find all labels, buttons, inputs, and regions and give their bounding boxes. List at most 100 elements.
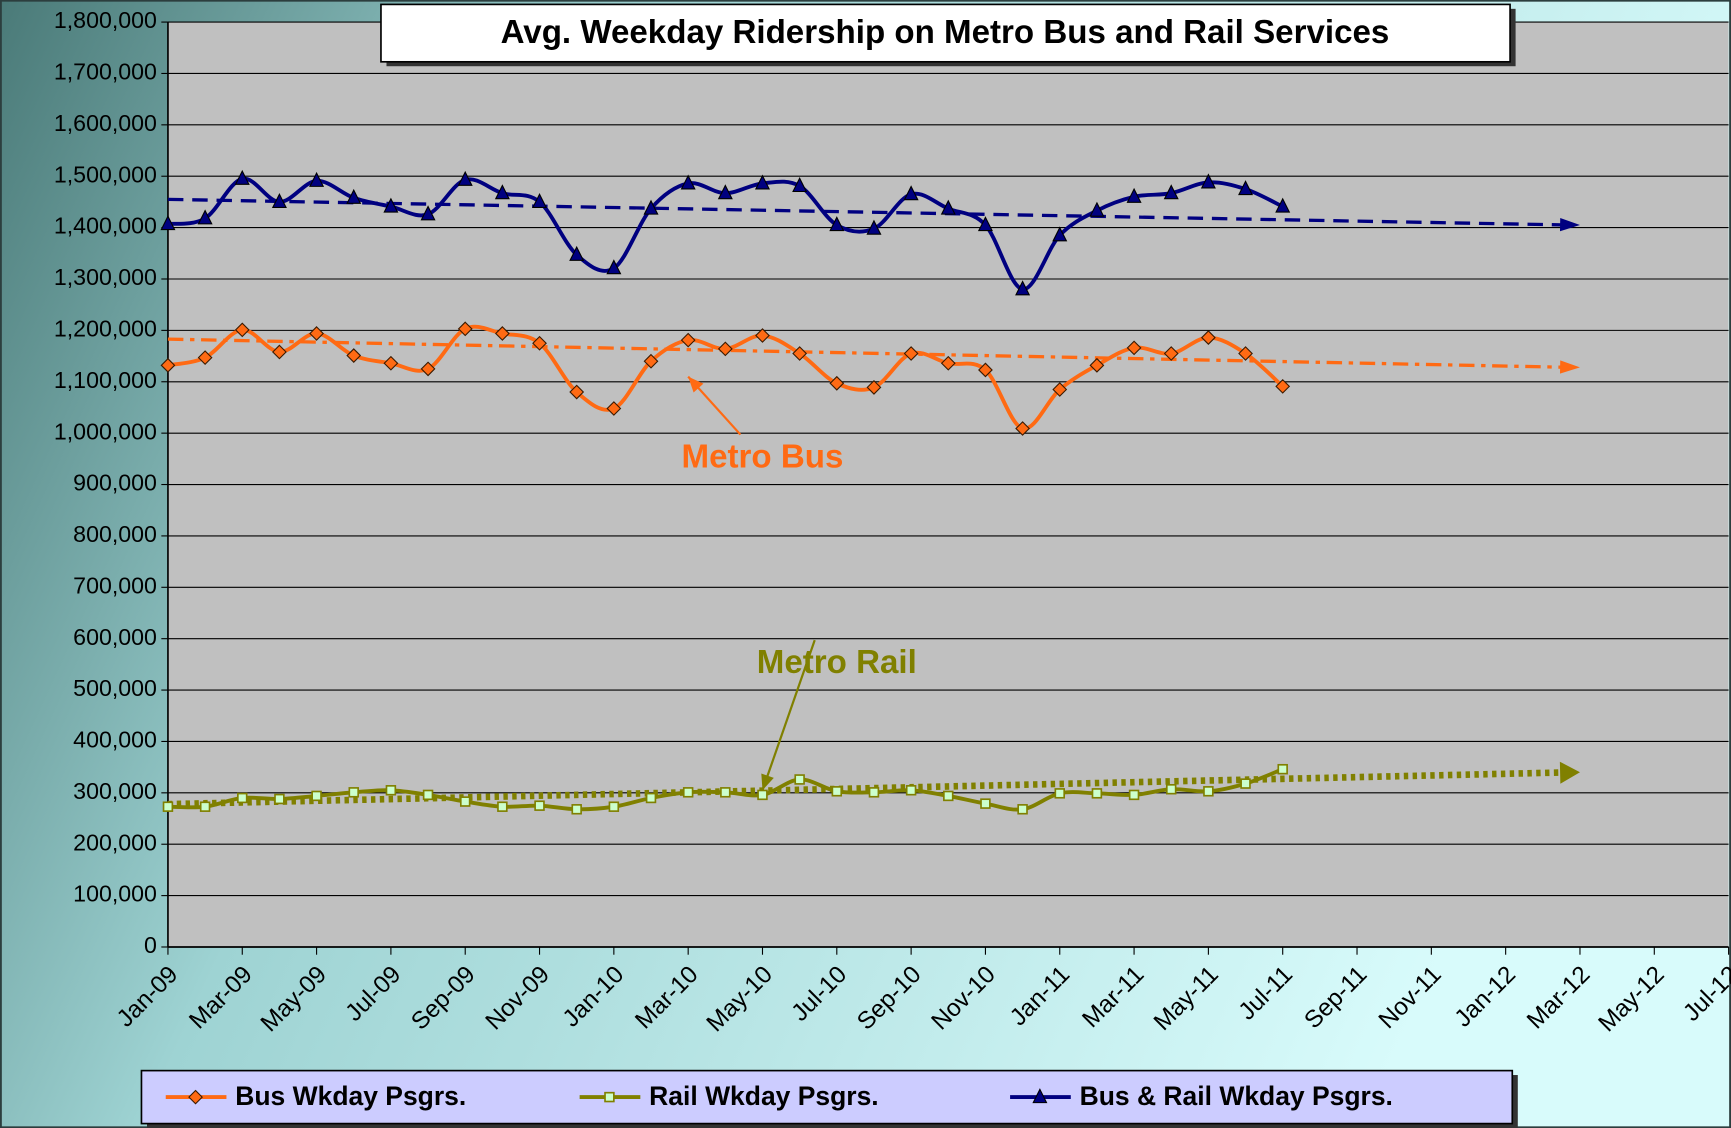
marker xyxy=(831,786,843,797)
marker xyxy=(197,209,213,225)
marker xyxy=(383,355,399,371)
y-tick-label: 0 xyxy=(144,932,157,958)
marker xyxy=(534,800,545,811)
marker xyxy=(1128,789,1140,801)
marker xyxy=(1163,346,1179,361)
y-tick-label: 1,500,000 xyxy=(54,161,157,187)
annotation-arrow xyxy=(761,639,816,791)
marker xyxy=(569,384,585,400)
marker xyxy=(1015,421,1030,436)
marker xyxy=(309,326,324,341)
marker xyxy=(980,798,991,809)
marker xyxy=(309,171,325,187)
marker xyxy=(237,792,248,804)
marker xyxy=(346,348,362,363)
marker xyxy=(420,205,436,221)
marker xyxy=(532,192,548,208)
marker xyxy=(457,321,473,337)
marker xyxy=(757,789,768,801)
marker xyxy=(1238,180,1254,196)
marker xyxy=(420,361,436,377)
marker xyxy=(903,346,919,361)
trend-arrow xyxy=(1559,218,1580,232)
y-tick-label: 700,000 xyxy=(73,572,157,598)
marker xyxy=(977,216,993,232)
marker xyxy=(606,259,622,275)
marker xyxy=(720,787,731,798)
marker xyxy=(1089,201,1105,217)
y-tick-label: 1,100,000 xyxy=(54,367,157,393)
marker xyxy=(943,790,954,802)
marker xyxy=(868,787,880,798)
annotation: Metro Rail xyxy=(757,644,917,681)
marker xyxy=(1017,804,1028,815)
marker xyxy=(422,789,434,801)
marker xyxy=(457,170,473,186)
marker xyxy=(1126,340,1142,356)
marker xyxy=(606,401,622,416)
marker xyxy=(1054,788,1065,799)
y-tick-label: 1,700,000 xyxy=(54,59,157,85)
marker xyxy=(311,790,322,802)
legend-box xyxy=(140,1069,1514,1125)
y-tick-label: 1,200,000 xyxy=(54,316,157,342)
marker xyxy=(717,341,733,357)
marker xyxy=(940,355,956,371)
y-tick-label: 200,000 xyxy=(73,829,157,855)
marker xyxy=(160,357,176,373)
marker xyxy=(1015,280,1031,296)
marker xyxy=(829,216,845,232)
marker xyxy=(792,177,808,193)
marker xyxy=(385,785,397,796)
marker xyxy=(188,1089,203,1105)
marker xyxy=(754,174,771,190)
marker xyxy=(978,362,993,378)
y-tick-label: 1,800,000 xyxy=(54,7,157,33)
trend-line xyxy=(167,197,1572,227)
legend-label: Bus Wkday Psgrs. xyxy=(235,1081,466,1111)
marker xyxy=(866,219,882,235)
y-tick-label: 1,400,000 xyxy=(54,213,157,239)
marker xyxy=(682,787,694,798)
marker xyxy=(1126,187,1142,203)
marker xyxy=(569,245,585,261)
marker xyxy=(905,785,917,796)
marker xyxy=(383,197,399,213)
marker xyxy=(274,793,285,805)
marker xyxy=(643,199,659,215)
marker xyxy=(755,328,770,343)
marker xyxy=(680,174,696,190)
annotations: Metro Bus Metro Rail xyxy=(682,375,917,791)
marker xyxy=(271,192,287,208)
marker xyxy=(234,169,250,185)
legend-label: Bus & Rail Wkday Psgrs. xyxy=(1080,1081,1393,1111)
marker xyxy=(1240,778,1251,789)
marker xyxy=(1091,788,1103,799)
y-tick-label: 800,000 xyxy=(73,521,157,547)
y-tick-label: 1,000,000 xyxy=(54,418,157,444)
marker xyxy=(571,804,582,815)
trend-line xyxy=(167,337,1572,370)
trend-arrow xyxy=(1559,761,1580,784)
legend: Bus Wkday Psgrs. Rail Wkday Psgrs. Bus & R… xyxy=(165,1081,1393,1111)
marker xyxy=(348,787,359,798)
marker xyxy=(532,335,547,351)
marker xyxy=(608,801,620,812)
y-tick-label: 1,600,000 xyxy=(54,110,157,136)
marker xyxy=(1275,197,1291,213)
marker xyxy=(497,801,508,812)
y-tick-label: 1,300,000 xyxy=(54,264,157,290)
marker xyxy=(234,322,250,338)
marker xyxy=(1163,184,1179,200)
marker xyxy=(1238,346,1253,361)
y-tick-label: 600,000 xyxy=(73,624,157,650)
marker xyxy=(940,199,956,215)
marker xyxy=(1200,173,1216,189)
marker xyxy=(1203,786,1214,797)
title-box xyxy=(380,3,1511,63)
marker xyxy=(680,332,696,348)
marker xyxy=(459,796,471,807)
y-tick-label: 500,000 xyxy=(73,675,157,701)
